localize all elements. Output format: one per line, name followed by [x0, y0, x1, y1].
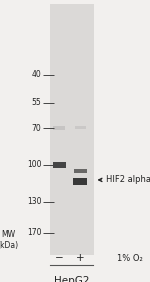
Bar: [53, 162, 66, 168]
Bar: [75, 126, 86, 129]
Text: −: −: [55, 253, 64, 263]
Text: 55: 55: [32, 98, 41, 107]
Text: HIF2 alpha: HIF2 alpha: [106, 175, 150, 184]
Bar: [50, 4, 94, 255]
Text: 40: 40: [32, 70, 41, 79]
Text: 130: 130: [27, 197, 41, 206]
Bar: [53, 126, 65, 130]
Text: MW
(kDa): MW (kDa): [0, 230, 19, 250]
Text: 100: 100: [27, 160, 41, 169]
Text: 70: 70: [32, 124, 41, 133]
Bar: [74, 169, 87, 173]
Text: HepG2: HepG2: [54, 276, 90, 282]
Bar: [73, 179, 87, 186]
Text: 1% O₂: 1% O₂: [117, 254, 143, 263]
Text: 170: 170: [27, 228, 41, 237]
Text: +: +: [76, 253, 85, 263]
